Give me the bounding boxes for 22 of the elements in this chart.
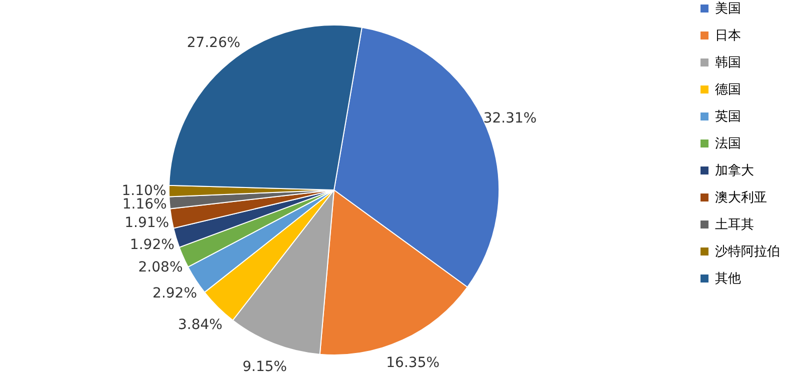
data-label: 1.16% [122,196,167,213]
legend-label: 英国 [715,110,741,124]
legend-label: 韩国 [715,56,741,70]
data-label: 2.08% [138,259,183,276]
data-label: 9.15% [242,358,287,375]
legend-label: 法国 [715,136,741,152]
data-label: 16.35% [386,354,440,371]
data-label: 1.91% [124,214,170,231]
legend-label: 美国 [715,0,741,16]
data-label: 27.26% [186,35,240,52]
legend-label: 土耳其 [715,218,754,232]
legend-label: 德国 [715,82,741,98]
legend-label: 日本 [715,28,741,44]
data-label: 32.31% [483,110,537,127]
legend-label: 澳大利亚 [715,190,767,206]
data-label: 1.92% [130,237,174,254]
data-label: 1.10% [122,183,166,200]
data-label: 2.92% [152,286,198,302]
legend-label: 其他 [715,272,741,286]
legend-label: 沙特阿拉伯 [715,244,780,260]
legend-label: 加拿大 [715,164,754,178]
data-label: 3.84% [178,316,222,333]
